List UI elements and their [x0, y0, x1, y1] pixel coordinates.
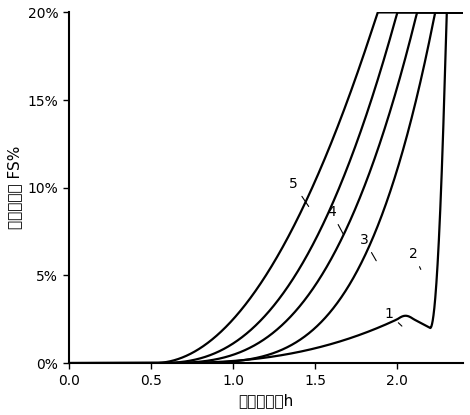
Text: 1: 1 — [384, 307, 402, 326]
Text: 4: 4 — [327, 205, 344, 234]
Y-axis label: 非线性误差 FS%: 非线性误差 FS% — [7, 146, 22, 229]
X-axis label: 归一化磁场h: 归一化磁场h — [238, 393, 293, 408]
Text: 3: 3 — [360, 233, 376, 261]
Text: 5: 5 — [290, 177, 309, 207]
Text: 2: 2 — [409, 247, 421, 269]
